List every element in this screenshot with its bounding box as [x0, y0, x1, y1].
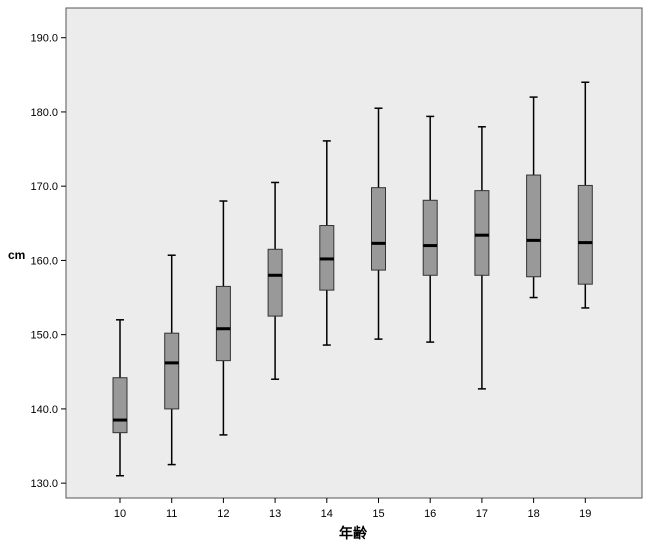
x-tick-label: 18: [527, 508, 539, 520]
box-14: [319, 140, 335, 346]
box-12: [215, 200, 231, 436]
iqr-box: [215, 285, 231, 362]
y-tick-label: 150.0: [30, 330, 58, 342]
iqr-box: [474, 190, 490, 276]
y-tick-label: 190.0: [30, 33, 58, 45]
plot-area: [65, 7, 643, 499]
iqr-box: [371, 187, 386, 271]
iqr-box: [577, 184, 593, 285]
box-18: [526, 96, 542, 299]
x-tick-label: 16: [424, 508, 436, 520]
boxes: [112, 81, 593, 477]
y-axis-label: cm: [8, 248, 25, 262]
x-tick-label: 19: [579, 508, 591, 520]
box-16: [422, 115, 438, 343]
x-tick-label: 15: [372, 508, 384, 520]
y-tick-label: 130.0: [30, 478, 58, 490]
iqr-box: [267, 248, 283, 317]
box-15: [371, 107, 386, 340]
iqr-box: [164, 332, 180, 410]
y-axis: 130.0 140.0 150.0 160.0 170.0 180.0 190.0: [30, 33, 66, 490]
iqr-box: [422, 199, 438, 276]
x-tick-label: 14: [321, 508, 333, 520]
box-19: [577, 81, 593, 309]
y-tick-label: 160.0: [30, 255, 58, 267]
x-tick-label: 17: [476, 508, 488, 520]
box-10: [112, 319, 128, 477]
box-13: [267, 181, 283, 380]
x-axis-label: 年齢: [339, 525, 368, 542]
x-axis: 10 11 12 13 14 15 16 17 18 19: [114, 498, 591, 520]
x-tick-label: 13: [269, 508, 281, 520]
box-17: [474, 126, 490, 390]
y-tick-label: 140.0: [30, 404, 58, 416]
iqr-box: [112, 377, 128, 434]
y-tick-label: 170.0: [30, 181, 58, 193]
x-tick-label: 10: [114, 508, 126, 520]
y-tick-label: 180.0: [30, 107, 58, 119]
box-11: [164, 254, 180, 466]
x-tick-label: 12: [217, 508, 229, 520]
iqr-box: [526, 174, 542, 278]
x-tick-label: 11: [166, 508, 177, 520]
